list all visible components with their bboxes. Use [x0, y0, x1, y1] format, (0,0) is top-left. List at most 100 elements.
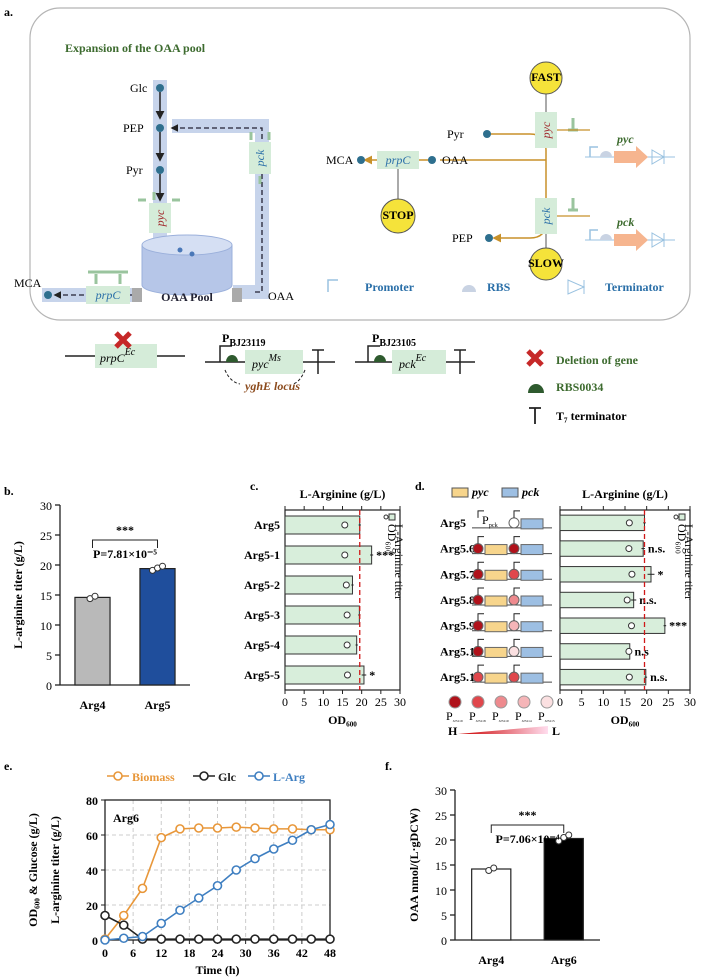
promoter-icon	[472, 620, 484, 632]
marker	[156, 934, 167, 944]
data-point	[555, 837, 563, 845]
marker	[193, 934, 204, 944]
panel-label: c.	[250, 479, 258, 493]
bar	[74, 596, 111, 686]
y-axis-label: OAA nmol/(L·gDCW)	[407, 808, 421, 922]
od-point	[625, 647, 633, 655]
promoter-key-label-main: P	[446, 709, 453, 723]
legend-label: L-Arg	[273, 770, 305, 784]
y-tick-label: 20	[40, 559, 52, 573]
y-tick-label: 80	[86, 794, 98, 808]
strength-gradient	[458, 726, 548, 734]
enzyme: pck	[253, 149, 267, 167]
marker	[250, 823, 260, 833]
promoter-key	[540, 695, 554, 709]
panel-label: e.	[4, 759, 12, 773]
key-label: RBS	[487, 280, 511, 294]
panel-label: f.	[385, 759, 392, 773]
diagram: Expansion of the OAA pool Glc PEP Pyr py…	[14, 7, 691, 424]
bar	[284, 575, 353, 595]
strength-label: L	[552, 724, 560, 738]
x-tick-label: 10	[317, 695, 329, 709]
metabolite: OAA	[268, 289, 294, 303]
promoter-key-label: PJ23119	[446, 709, 463, 723]
bar	[559, 668, 647, 686]
enzyme: pyc	[153, 209, 167, 227]
bar	[284, 515, 361, 535]
x-tick-label: 25	[662, 695, 674, 709]
gene-icon	[520, 518, 544, 530]
legend-label: pyc	[471, 485, 489, 499]
marker	[287, 934, 298, 944]
gene-icon	[484, 595, 508, 607]
gene-icon	[484, 569, 508, 581]
enzyme: pck	[539, 207, 553, 225]
od-point	[341, 551, 349, 559]
promoter-arrow	[513, 638, 520, 647]
legend-swatch	[451, 487, 469, 498]
gene-origin: Ms	[268, 353, 281, 364]
strength-label: H	[448, 724, 458, 738]
x-axis-label-top: L-Arginine (g/L)	[300, 487, 386, 501]
y-tick-label: 10	[435, 884, 447, 898]
y-tick-label: 20	[86, 899, 98, 913]
marker	[231, 865, 242, 875]
marker	[137, 883, 148, 894]
promoter-sub: BJ23119	[229, 338, 265, 349]
x-tick-label: 30	[240, 946, 252, 960]
promoter-icon	[508, 543, 520, 555]
promoter-key-label-main: P	[538, 709, 545, 723]
gene-icon	[520, 621, 544, 633]
bar	[543, 837, 584, 941]
diagram-title: Expansion of the OAA pool	[65, 41, 206, 55]
bar	[139, 567, 176, 686]
marker	[193, 893, 204, 903]
y-tick-label: 0	[46, 679, 52, 693]
gene-origin: Ec	[415, 353, 427, 364]
y-tick-label: 25	[435, 809, 447, 823]
marker	[231, 822, 242, 832]
metabolite: MCA	[326, 153, 354, 167]
promoter-icon	[472, 594, 484, 606]
marker	[156, 832, 167, 843]
bar	[284, 665, 365, 685]
x-tick-label: 5	[301, 695, 307, 709]
y-tick-label: Arg5-1	[244, 548, 280, 562]
native-promoter-sub: pck	[489, 522, 499, 529]
bar	[559, 566, 652, 583]
x-tick-label: 0	[557, 695, 563, 709]
marker	[325, 819, 335, 830]
promoter-key-label: PJ23114	[515, 709, 532, 723]
x-tick-label: 30	[684, 695, 696, 709]
y-tick-label: Arg5-4	[244, 638, 280, 652]
flux-tag: FAST	[531, 70, 561, 84]
x-tick-label: Arg6	[551, 953, 577, 967]
gene-icon	[520, 672, 544, 684]
od-point	[343, 611, 351, 619]
od-point	[628, 570, 636, 578]
y-tick-label: 5	[441, 909, 447, 923]
metabolite: Pyr	[126, 163, 143, 177]
enzyme: prpC	[385, 153, 412, 167]
marker	[306, 934, 317, 944]
legend-label: pck	[521, 485, 539, 499]
od-point	[623, 596, 631, 604]
promoter-key-label: PJ23115	[538, 709, 555, 723]
promoter-arrow	[513, 561, 520, 570]
y-axis-label: L-arginine titer (g/L)	[11, 541, 25, 649]
bar	[471, 868, 512, 941]
legend-swatch	[199, 771, 209, 781]
promoter-arrow	[477, 561, 484, 570]
promoter-main: P	[222, 331, 229, 345]
marker	[156, 918, 167, 929]
marker	[212, 934, 223, 944]
promoter-key-label: PJ23110	[492, 709, 509, 723]
significance: n.s.	[639, 593, 656, 607]
x-tick-label: 0	[282, 695, 288, 709]
gene-icon	[520, 646, 544, 658]
promoter-arrow	[477, 536, 484, 544]
panel-label: b.	[4, 484, 14, 498]
marker	[175, 905, 185, 916]
marker	[268, 844, 279, 854]
legend-swatch	[673, 514, 679, 520]
